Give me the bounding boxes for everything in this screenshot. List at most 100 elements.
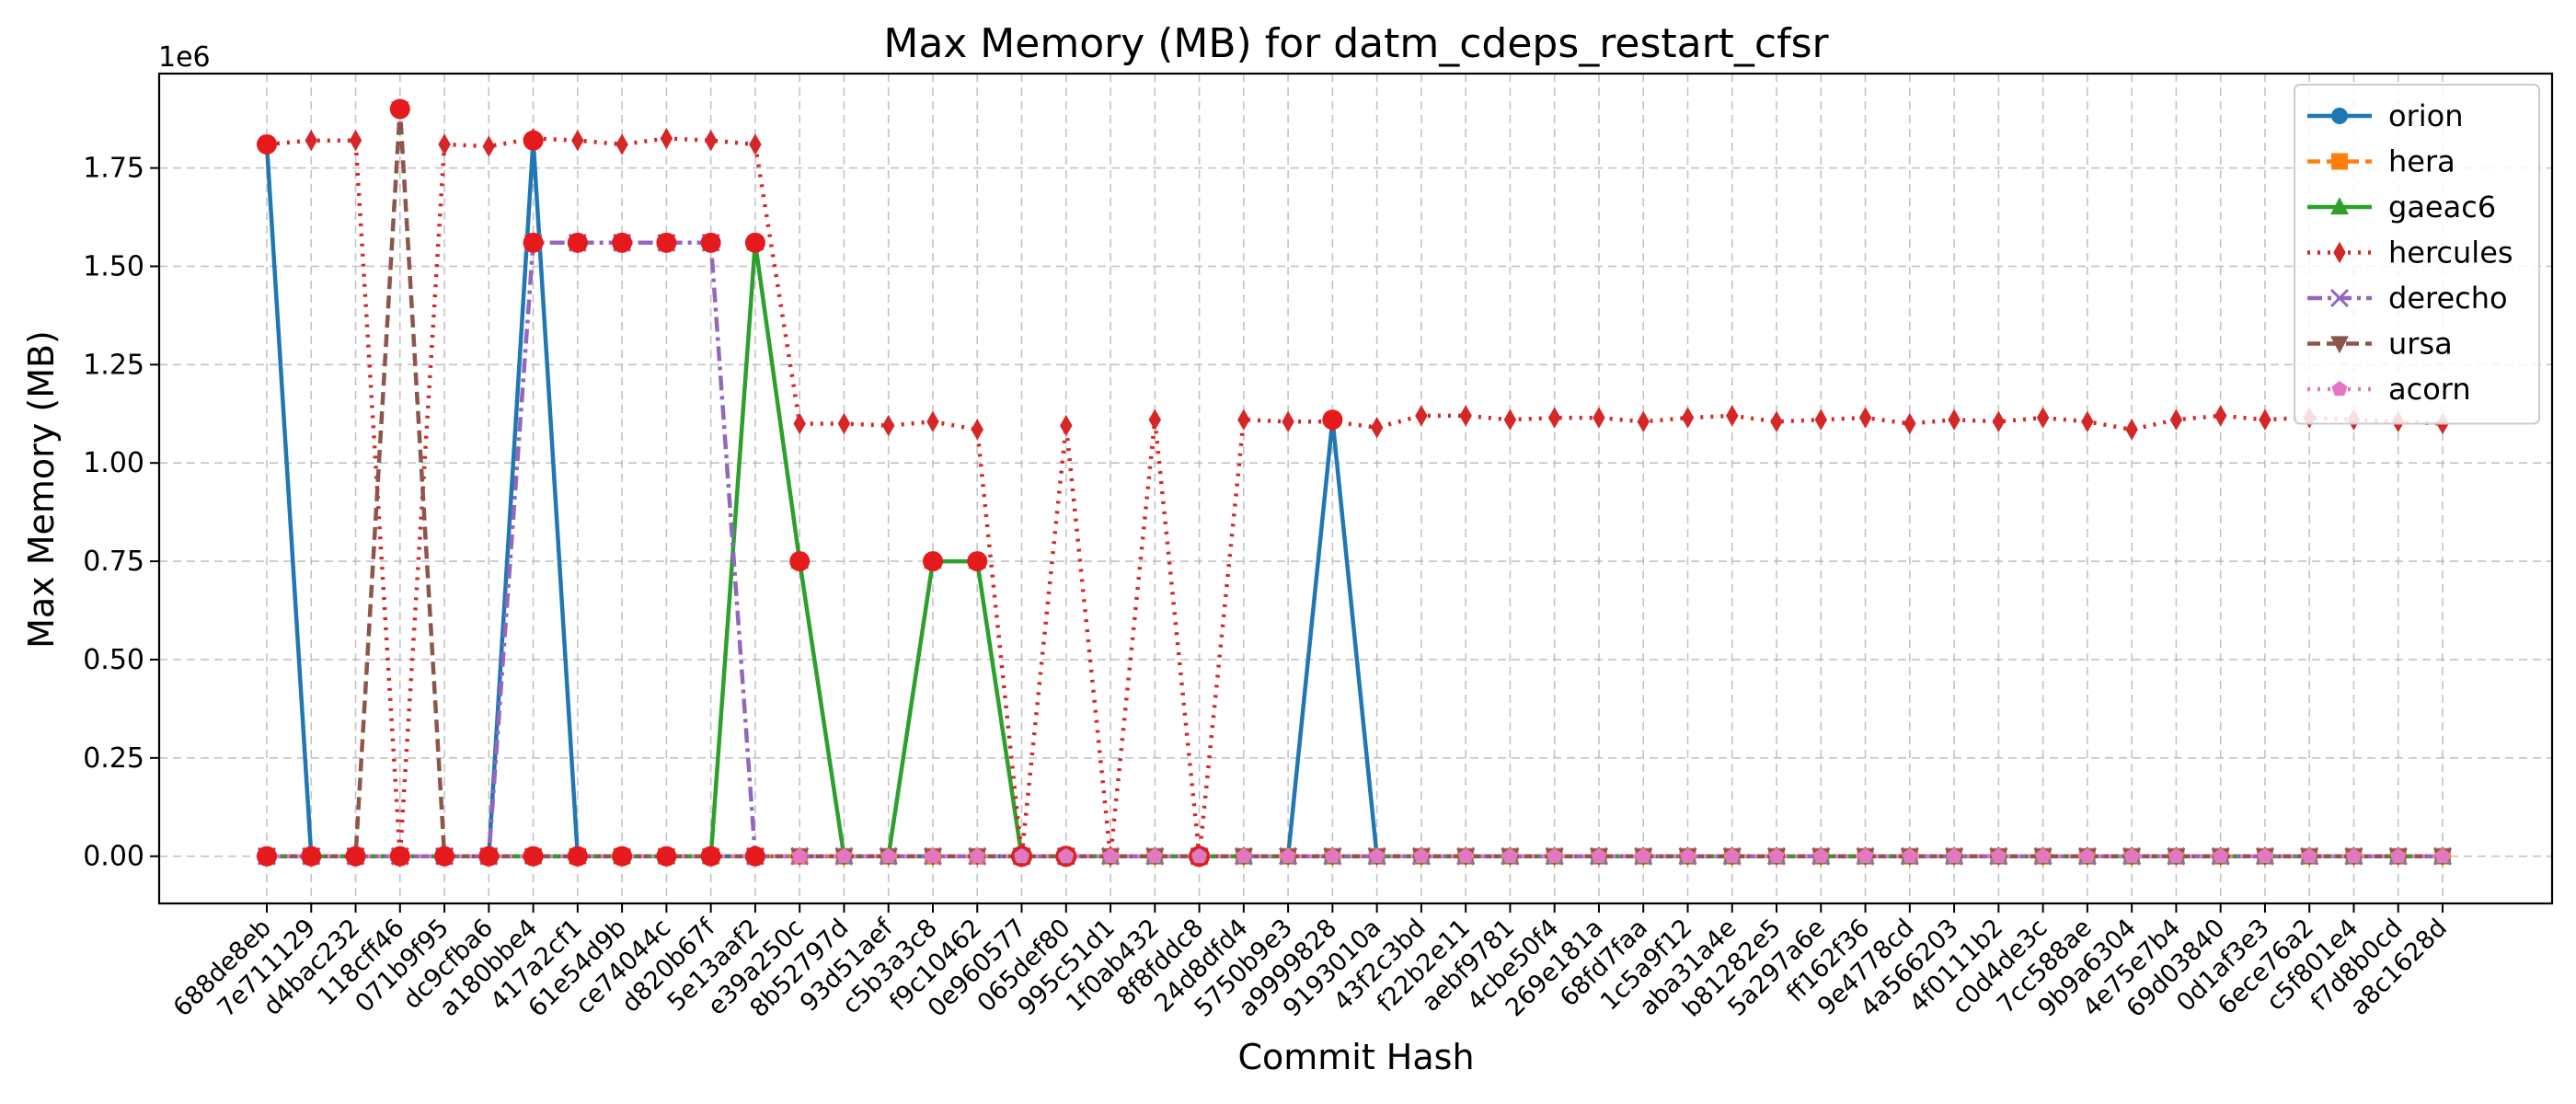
data-point xyxy=(1946,847,1962,863)
data-point xyxy=(1547,407,1561,429)
y-tick-label: 1.00 xyxy=(83,447,144,479)
data-point xyxy=(1146,847,1163,863)
highlight-point xyxy=(1189,845,1211,868)
data-point xyxy=(1858,407,1872,429)
data-point xyxy=(2081,410,2094,433)
data-point xyxy=(1593,407,1605,429)
highlight-point xyxy=(257,133,277,155)
data-point xyxy=(2257,847,2273,863)
grid-lines xyxy=(159,74,2552,903)
data-point xyxy=(438,133,451,155)
highlight-point xyxy=(967,551,988,572)
highlight-point xyxy=(744,845,765,867)
legend-label: hercules xyxy=(2388,236,2513,270)
legend: orion hera gaeac6 hercules derecho ursa acorn xyxy=(2294,84,2540,425)
data-point xyxy=(1280,847,1296,863)
data-point xyxy=(571,129,584,152)
data-point xyxy=(2079,847,2096,863)
legend-entry-ursa: ursa xyxy=(2307,327,2453,362)
data-point xyxy=(2123,847,2140,863)
data-point xyxy=(2213,847,2229,863)
y-axis-offset-label: 1e6 xyxy=(158,41,211,74)
data-point xyxy=(305,129,318,152)
data-point xyxy=(837,412,851,435)
data-point xyxy=(835,847,853,863)
y-tick-label: 0.75 xyxy=(83,546,144,578)
highlight-point xyxy=(257,845,277,867)
data-point xyxy=(2330,197,2349,215)
data-point xyxy=(880,847,897,863)
data-point xyxy=(349,129,362,152)
highlight-point xyxy=(922,551,943,572)
data-point xyxy=(2125,419,2138,441)
data-point xyxy=(1501,847,1518,863)
data-point xyxy=(1282,410,1294,433)
y-axis-ticks: 0.00 0.25 0.50 0.75 1.00 1.25 1.50 1.75 xyxy=(83,153,159,873)
data-point xyxy=(1370,417,1384,439)
highlight-point xyxy=(1055,845,1077,868)
data-point xyxy=(1635,847,1651,863)
y-tick-label: 1.50 xyxy=(83,250,144,282)
data-point xyxy=(925,847,941,863)
legend-label: gaeac6 xyxy=(2388,190,2496,224)
data-point xyxy=(2331,153,2348,170)
y-tick-label: 1.25 xyxy=(83,349,144,381)
data-point xyxy=(1102,847,1119,863)
data-point xyxy=(1637,410,1650,433)
data-point xyxy=(1060,414,1073,437)
data-point xyxy=(660,127,673,150)
plot-area-frame xyxy=(157,72,2554,905)
series-gaeac6 xyxy=(258,233,2452,864)
data-point xyxy=(1148,408,1162,431)
series-hercules xyxy=(260,127,2449,868)
data-point xyxy=(1591,847,1607,863)
data-point xyxy=(1902,847,1918,863)
series-derecho xyxy=(257,233,2453,866)
legend-label: derecho xyxy=(2388,281,2508,316)
data-point xyxy=(1724,847,1741,863)
highlight-point xyxy=(523,845,544,867)
highlight-point xyxy=(523,130,544,151)
series-layer xyxy=(257,101,2453,868)
data-point xyxy=(2331,108,2348,124)
highlight-point xyxy=(301,845,322,867)
highlight-point xyxy=(389,98,410,120)
data-point xyxy=(1768,847,1785,863)
series-line-ursa xyxy=(267,107,2443,858)
highlight-point xyxy=(434,845,455,867)
highlight-point xyxy=(389,845,410,867)
data-point xyxy=(1415,405,1428,427)
data-point xyxy=(1681,407,1695,429)
series-line-gaeac6 xyxy=(267,240,2443,858)
data-point xyxy=(1324,847,1340,863)
legend-entry-derecho: derecho xyxy=(2307,281,2508,316)
data-point xyxy=(2345,847,2363,863)
data-point xyxy=(1503,408,1517,431)
y-tick-label: 0.50 xyxy=(83,644,144,676)
highlight-point xyxy=(567,845,588,867)
data-point xyxy=(1903,412,1916,435)
data-point xyxy=(2333,241,2346,264)
highlight-layer xyxy=(257,98,1343,868)
data-point xyxy=(1236,847,1252,863)
data-point xyxy=(793,412,806,435)
x-axis-label: Commit Hash xyxy=(1237,1037,1474,1077)
data-point xyxy=(749,133,762,155)
data-point xyxy=(2036,407,2050,429)
highlight-point xyxy=(1011,845,1033,868)
data-point xyxy=(2329,288,2350,308)
series-ursa xyxy=(258,101,2452,867)
legend-label: orion xyxy=(2388,98,2463,133)
data-point xyxy=(1814,408,1828,431)
data-point xyxy=(1191,847,1208,863)
data-point xyxy=(615,133,628,155)
data-point xyxy=(2331,381,2348,397)
data-point xyxy=(791,847,808,863)
data-point xyxy=(1457,847,1474,863)
data-point xyxy=(2168,847,2184,863)
legend-entry-hercules: hercules xyxy=(2307,236,2513,270)
data-point xyxy=(2169,408,2183,431)
data-point xyxy=(971,419,983,441)
data-point xyxy=(1013,847,1030,863)
y-tick-label: 1.75 xyxy=(83,153,144,185)
